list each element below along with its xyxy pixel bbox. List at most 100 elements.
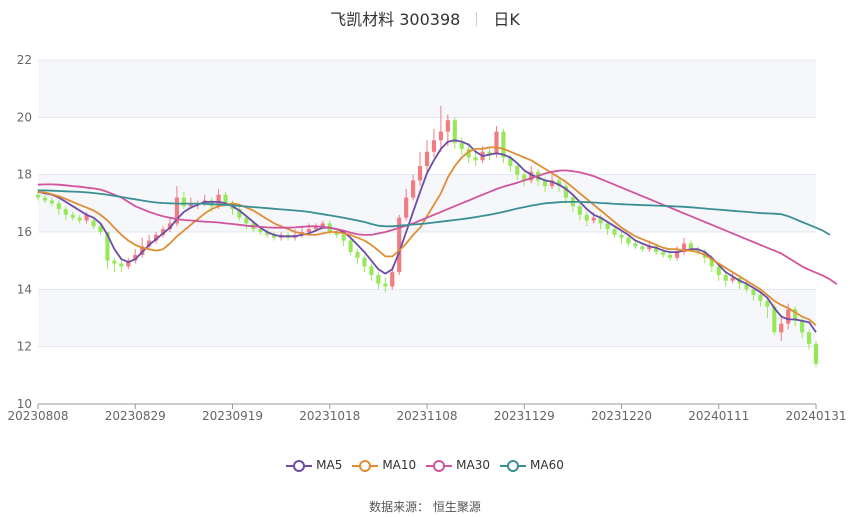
candle-body <box>445 120 450 132</box>
candle-body <box>154 234 159 241</box>
candle-body <box>244 217 249 224</box>
legend-marker-circle <box>433 459 446 472</box>
candle-body <box>452 120 457 144</box>
candle-body <box>98 226 103 232</box>
candle-body <box>70 214 75 218</box>
candle-body <box>362 257 367 267</box>
candle-body <box>688 243 694 250</box>
candle-body <box>779 323 784 333</box>
x-tick-label: 20230919 <box>202 409 263 423</box>
candle-body <box>404 197 409 218</box>
candle-body <box>417 166 423 181</box>
candle-body <box>563 186 569 198</box>
candle-body <box>584 214 589 221</box>
candle-body <box>793 309 798 321</box>
x-axis: 20230808 20230829 20230919 20231018 20231108… <box>7 403 847 423</box>
candle-body <box>695 249 700 253</box>
candle-body <box>549 180 555 187</box>
candle-body <box>591 217 596 221</box>
legend-item-ma5[interactable]: MA5 <box>286 458 342 473</box>
title-divider <box>476 12 478 26</box>
legend-item-ma30[interactable]: MA30 <box>426 458 490 473</box>
candle-body <box>806 332 812 344</box>
x-tick-label: 20240111 <box>688 409 749 423</box>
legend-marker-circle <box>359 459 372 472</box>
candle-body <box>140 246 145 255</box>
candle-body <box>723 275 728 281</box>
legend-label: MA30 <box>456 458 491 472</box>
legend-marker-icon <box>426 459 453 472</box>
candle-body <box>35 194 41 198</box>
candle-body <box>654 246 659 253</box>
candle-body <box>633 243 638 247</box>
plot-band <box>38 232 816 290</box>
candle-body <box>188 203 193 207</box>
stock-name: 飞凯材料 300398 <box>330 10 461 29</box>
candle-body <box>751 289 756 296</box>
candle-body <box>487 151 492 155</box>
candle-body <box>459 143 464 149</box>
x-tick-label: 20231018 <box>299 409 360 423</box>
candle-body <box>431 140 437 152</box>
x-tick-label: 20240131 <box>785 409 846 423</box>
candle-body <box>424 151 430 167</box>
candle-body <box>126 260 131 267</box>
candle-body <box>265 232 270 235</box>
candle-body <box>341 234 346 241</box>
y-tick-label: 18 <box>17 168 32 182</box>
candle-body <box>473 157 478 161</box>
candle-body <box>355 252 360 258</box>
candle-body <box>494 131 499 155</box>
legend-item-ma60[interactable]: MA60 <box>500 458 564 473</box>
period-label: 日K <box>493 10 520 29</box>
ma60-line <box>38 189 831 236</box>
candle-body <box>49 200 54 204</box>
legend-marker-icon <box>500 459 527 472</box>
y-tick-label: 14 <box>17 282 32 296</box>
candle-body <box>744 283 749 290</box>
candle-body <box>765 300 770 307</box>
candle-body <box>119 263 124 267</box>
legend: MA5 MA10 MA30 MA60 <box>0 458 850 473</box>
candle-body <box>438 131 443 141</box>
candle-body <box>390 272 395 287</box>
candle-body <box>237 209 242 218</box>
candle-body <box>647 246 652 250</box>
candle-body <box>674 252 680 258</box>
data-source: 数据来源： 恒生聚源 <box>369 500 481 514</box>
candle-body <box>376 275 381 284</box>
candle-body <box>223 194 228 204</box>
candle-body <box>174 197 180 224</box>
candle-body <box>556 180 562 187</box>
candle-body <box>63 209 68 215</box>
candle-body <box>612 229 617 235</box>
candle-body <box>216 194 221 207</box>
legend-item-ma10[interactable]: MA10 <box>352 458 416 473</box>
y-tick-label: 22 <box>17 53 32 67</box>
candle-body <box>160 229 166 235</box>
candle-body <box>167 223 173 230</box>
candle-body <box>42 197 48 201</box>
candle-body <box>709 257 714 267</box>
candle-body <box>668 254 673 258</box>
legend-label: MA5 <box>316 458 343 472</box>
candle-body <box>681 243 687 253</box>
candle-body <box>334 232 339 235</box>
chart-title: 飞凯材料 300398 日K <box>0 6 850 30</box>
candle-body <box>716 266 721 275</box>
candle-body <box>320 223 325 227</box>
candle-body <box>91 220 96 227</box>
plot-band <box>38 346 816 404</box>
candle-body <box>181 197 186 207</box>
candle-body <box>411 180 416 198</box>
candle-body <box>147 240 152 247</box>
candle-body <box>661 252 666 255</box>
candle-body <box>383 283 388 287</box>
y-axis-labels: 10 12 14 16 18 20 22 <box>17 53 32 411</box>
candle-body <box>515 166 520 175</box>
candle-body <box>640 246 645 250</box>
legend-marker-icon <box>352 459 379 472</box>
legend-marker-circle <box>293 459 306 472</box>
plot-band <box>38 289 816 347</box>
